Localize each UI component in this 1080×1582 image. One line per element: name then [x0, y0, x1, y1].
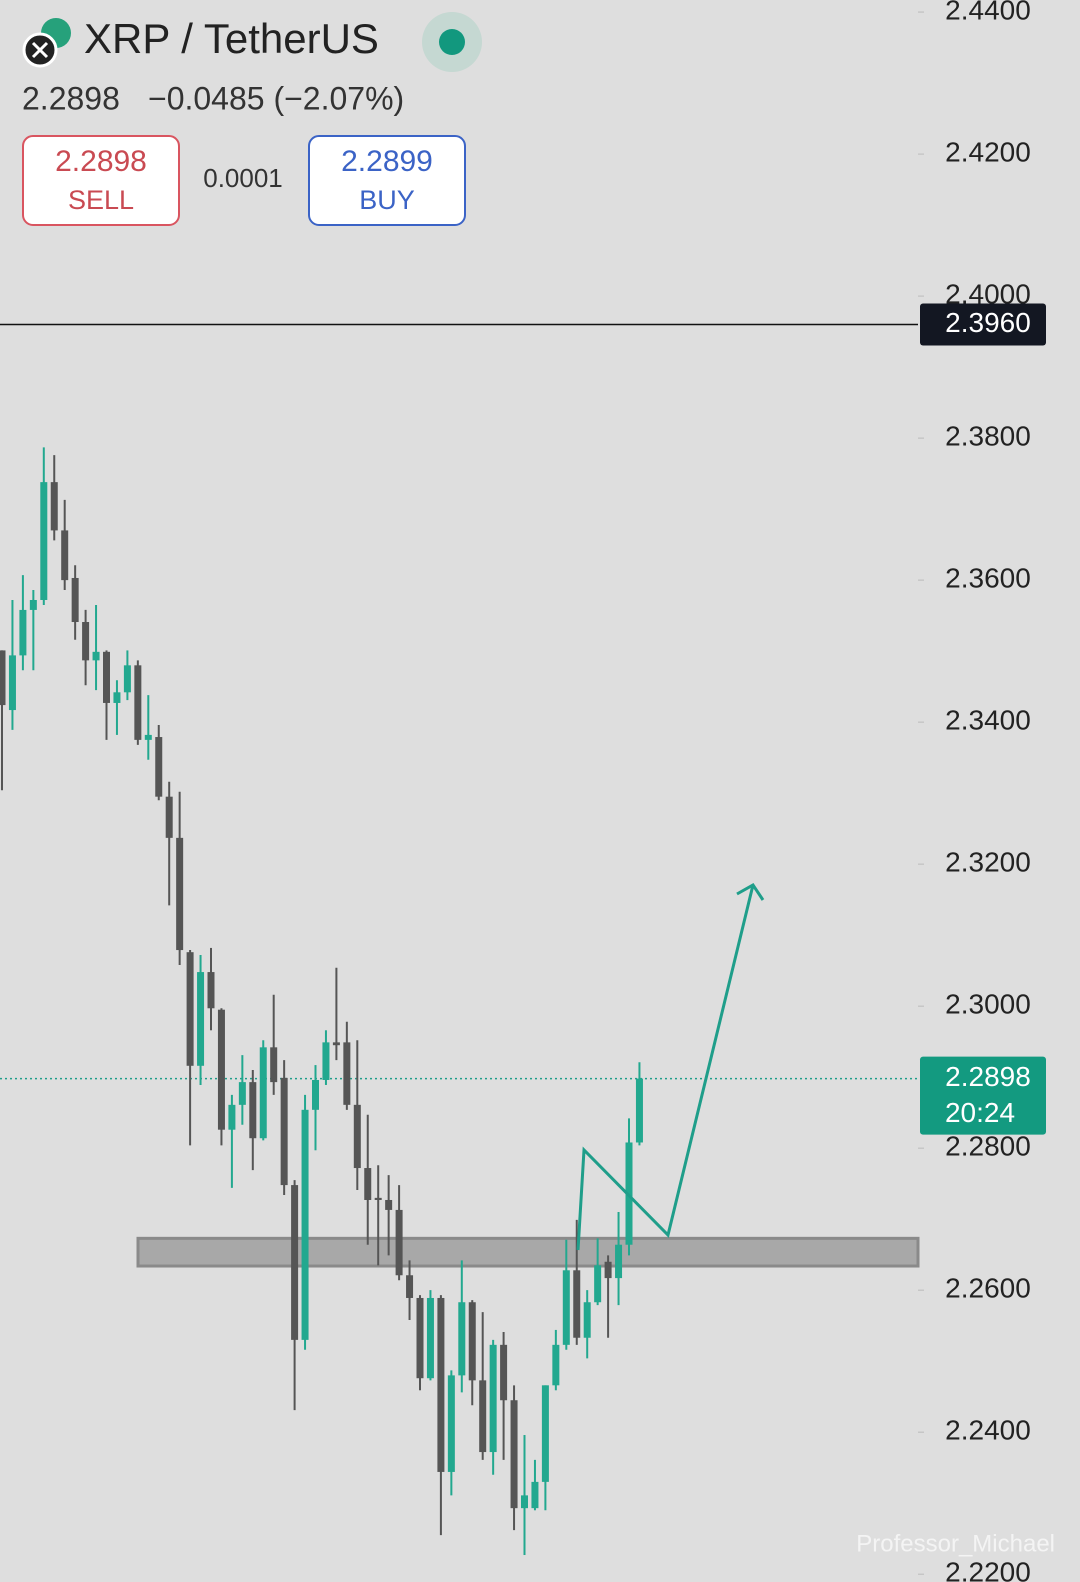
candle-body [40, 482, 48, 600]
price: 2.2898 [22, 80, 120, 116]
candle-body [144, 734, 152, 740]
candle-body [29, 599, 37, 610]
candle-body [458, 1302, 466, 1376]
level-label: 2.3960 [945, 307, 1031, 338]
candle-body [155, 737, 163, 797]
candle-body [343, 1042, 351, 1105]
candle-body [322, 1042, 330, 1080]
candle-body [134, 665, 142, 740]
arrow [576, 884, 755, 1251]
candle-body [238, 1082, 246, 1105]
candle-body [604, 1261, 612, 1279]
candle-body [228, 1104, 236, 1130]
candle-body [374, 1197, 382, 1200]
candle-body [406, 1275, 414, 1298]
candle-body [573, 1270, 581, 1338]
candle-body [123, 665, 131, 693]
coin-icon [31, 41, 49, 59]
change: −0.0485 (−2.07%) [148, 80, 404, 116]
candle-body [395, 1209, 403, 1276]
buy-button[interactable] [308, 135, 466, 226]
buy-price: 2.2899 [341, 145, 433, 178]
candle-body [562, 1270, 570, 1345]
candle-body [332, 1042, 340, 1046]
candle-body [437, 1297, 445, 1472]
watermark: Professor_Michael [856, 1530, 1055, 1557]
timer-label: 20:24 [945, 1097, 1015, 1128]
candle-body [447, 1375, 455, 1472]
candle-body [280, 1077, 288, 1186]
candle-body [615, 1244, 623, 1279]
candle-body [364, 1168, 372, 1200]
candle-body [186, 952, 194, 1066]
status-dot [439, 29, 465, 55]
sell-price: 2.2898 [55, 145, 147, 178]
candle-body [259, 1047, 267, 1139]
candle-body [594, 1265, 602, 1303]
y-tick-label: 2.2400 [945, 1415, 1031, 1446]
candle-body [500, 1344, 508, 1401]
symbol-title: XRP / TetherUS [84, 15, 379, 62]
price-tag-label: 2.2898 [945, 1061, 1031, 1092]
candle-body [416, 1297, 424, 1379]
sell-label: SELL [68, 185, 134, 215]
y-tick-label: 2.4200 [945, 136, 1031, 167]
spread: 0.0001 [203, 163, 283, 193]
sell-button[interactable] [22, 135, 180, 226]
candle-body [479, 1380, 487, 1453]
candle-body [207, 972, 215, 1009]
candle-body [583, 1302, 591, 1338]
candle-body [249, 1082, 257, 1139]
candle-body [531, 1481, 539, 1509]
y-tick-label: 2.3600 [945, 563, 1031, 594]
price-tag [920, 1056, 1046, 1135]
candle-body [270, 1047, 278, 1083]
candle-body [165, 796, 173, 838]
y-tick-label: 2.3400 [945, 705, 1031, 736]
candle-body [489, 1344, 497, 1453]
candle-body [353, 1104, 361, 1169]
arrow-head [736, 883, 765, 901]
buy-label: BUY [359, 185, 415, 215]
candle-body [103, 651, 110, 703]
y-tick-label: 2.3800 [945, 420, 1031, 451]
y-tick-label: 2.2200 [945, 1557, 1031, 1582]
level-tag [920, 303, 1046, 346]
candle-body [82, 622, 90, 661]
candle-body [92, 651, 100, 661]
candle-body [50, 482, 58, 531]
candle-body [291, 1185, 299, 1340]
candle-body [197, 972, 205, 1066]
candle-body [71, 577, 79, 623]
candle-body [426, 1297, 434, 1379]
candle-body [217, 1009, 225, 1130]
candle-body [0, 650, 6, 706]
candle-body [635, 1078, 643, 1143]
candle-body [510, 1400, 518, 1509]
candle-body [176, 837, 184, 951]
candle-body [468, 1302, 476, 1381]
candle-body [541, 1385, 549, 1482]
candle-body [61, 530, 69, 581]
candle-body [312, 1079, 319, 1110]
support-zone [136, 1236, 920, 1268]
candle-body [19, 609, 27, 656]
candle-body [8, 655, 16, 711]
y-tick-label: 2.3000 [945, 989, 1031, 1020]
y-tick-label: 2.3200 [945, 847, 1031, 878]
candle-body [552, 1344, 560, 1386]
y-tick-label: 2.2800 [945, 1131, 1031, 1162]
candle-body [301, 1109, 309, 1340]
y-tick-label: 2.2600 [945, 1273, 1031, 1304]
candle-body [385, 1199, 393, 1210]
candle-body [521, 1495, 528, 1509]
candle-body [113, 692, 121, 703]
y-tick-label: 2.4400 [945, 0, 1031, 25]
